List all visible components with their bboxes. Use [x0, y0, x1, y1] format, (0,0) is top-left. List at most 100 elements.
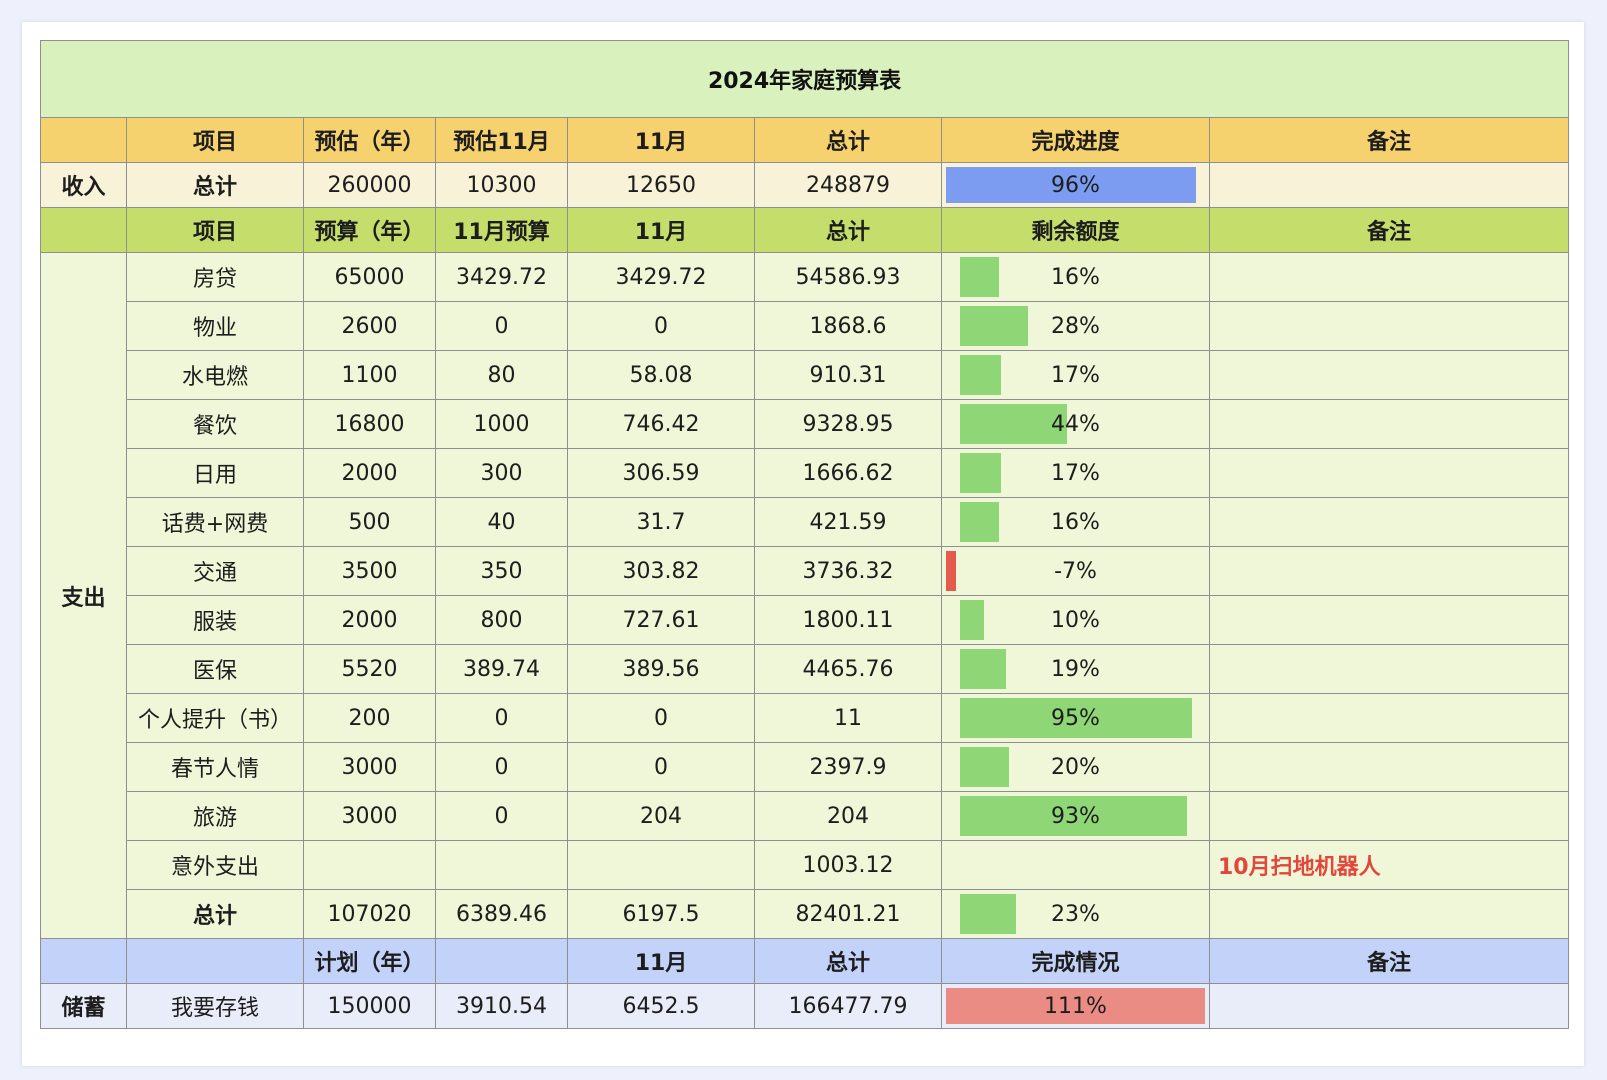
expense-budget[interactable]: 2000: [303, 595, 436, 645]
expense-monthly[interactable]: 0: [435, 791, 568, 841]
expense-november[interactable]: 746.42: [567, 399, 755, 449]
expense-monthly[interactable]: 3429.72: [435, 252, 568, 302]
expense-budget[interactable]: 2600: [303, 301, 436, 351]
expense-item[interactable]: 话费+网费: [126, 497, 304, 547]
savings-note[interactable]: [1208, 983, 1570, 1029]
expense-item[interactable]: 总计: [126, 889, 304, 939]
expense-note[interactable]: [1208, 644, 1570, 694]
expense-header-budget[interactable]: 预算（年）: [303, 207, 436, 253]
expense-monthly[interactable]: 800: [435, 595, 568, 645]
header-blank-cell[interactable]: [40, 117, 127, 163]
expense-note[interactable]: [1208, 693, 1570, 743]
expense-note[interactable]: [1208, 546, 1570, 596]
expense-header-november[interactable]: 11月: [567, 207, 755, 253]
expense-note[interactable]: [1208, 301, 1570, 351]
expense-header-remaining[interactable]: 剩余额度: [941, 207, 1210, 253]
expense-item[interactable]: 医保: [126, 644, 304, 694]
expense-monthly[interactable]: 350: [435, 546, 568, 596]
expense-budget[interactable]: 500: [303, 497, 436, 547]
savings-total[interactable]: 166477.79: [754, 983, 942, 1029]
expense-november[interactable]: 31.7: [567, 497, 755, 547]
savings-item[interactable]: 我要存钱: [126, 983, 304, 1029]
expense-remaining-cell[interactable]: 16%: [941, 497, 1210, 547]
expense-remaining-cell[interactable]: 17%: [941, 350, 1210, 400]
expense-remaining-cell[interactable]: 23%: [941, 889, 1210, 939]
expense-item[interactable]: 服装: [126, 595, 304, 645]
expense-budget[interactable]: 1100: [303, 350, 436, 400]
expense-total[interactable]: 421.59: [754, 497, 942, 547]
expense-monthly[interactable]: 300: [435, 448, 568, 498]
expense-total[interactable]: 1800.11: [754, 595, 942, 645]
expense-total[interactable]: 4465.76: [754, 644, 942, 694]
expense-total[interactable]: 11: [754, 693, 942, 743]
expense-november[interactable]: 3429.72: [567, 252, 755, 302]
expense-note[interactable]: [1208, 595, 1570, 645]
expense-budget[interactable]: 2000: [303, 448, 436, 498]
expense-note[interactable]: [1208, 889, 1570, 939]
savings-header-total[interactable]: 总计: [754, 938, 942, 984]
expense-note[interactable]: [1208, 252, 1570, 302]
expense-monthly[interactable]: 0: [435, 742, 568, 792]
expense-monthly[interactable]: 40: [435, 497, 568, 547]
expense-monthly[interactable]: [435, 840, 568, 890]
income-annual[interactable]: 260000: [303, 162, 436, 208]
expense-november[interactable]: 0: [567, 301, 755, 351]
savings-header-monthly[interactable]: [435, 938, 568, 984]
expense-note[interactable]: [1208, 399, 1570, 449]
expense-item[interactable]: 旅游: [126, 791, 304, 841]
expense-remaining-cell[interactable]: -7%: [941, 546, 1210, 596]
savings-header-item[interactable]: [126, 938, 304, 984]
expense-monthly[interactable]: 6389.46: [435, 889, 568, 939]
expense-monthly[interactable]: 0: [435, 301, 568, 351]
expense-item[interactable]: 个人提升（书）: [126, 693, 304, 743]
savings-plan[interactable]: 150000: [303, 983, 436, 1029]
expense-total[interactable]: 1003.12: [754, 840, 942, 890]
expense-total[interactable]: 3736.32: [754, 546, 942, 596]
expense-budget[interactable]: 16800: [303, 399, 436, 449]
savings-header-note[interactable]: 备注: [1208, 938, 1570, 984]
expense-november[interactable]: 389.56: [567, 644, 755, 694]
savings-header-plan[interactable]: 计划（年）: [303, 938, 436, 984]
expense-total[interactable]: 9328.95: [754, 399, 942, 449]
expense-note[interactable]: [1208, 791, 1570, 841]
expense-monthly[interactable]: 80: [435, 350, 568, 400]
expense-remaining-cell[interactable]: 16%: [941, 252, 1210, 302]
expense-november[interactable]: 727.61: [567, 595, 755, 645]
expense-monthly[interactable]: 389.74: [435, 644, 568, 694]
expense-budget[interactable]: 3000: [303, 791, 436, 841]
expense-section-label[interactable]: 支出: [40, 252, 127, 939]
income-item[interactable]: 总计: [126, 162, 304, 208]
expense-note[interactable]: [1208, 742, 1570, 792]
savings-header-status[interactable]: 完成情况: [941, 938, 1210, 984]
expense-note[interactable]: [1208, 350, 1570, 400]
expense-budget[interactable]: 65000: [303, 252, 436, 302]
savings-progress-cell[interactable]: 111%: [941, 983, 1210, 1029]
expense-remaining-cell[interactable]: 93%: [941, 791, 1210, 841]
expense-november[interactable]: 204: [567, 791, 755, 841]
expense-item[interactable]: 水电燃: [126, 350, 304, 400]
expense-november[interactable]: 306.59: [567, 448, 755, 498]
savings-monthly[interactable]: 3910.54: [435, 983, 568, 1029]
expense-budget[interactable]: 200: [303, 693, 436, 743]
expense-note[interactable]: [1208, 497, 1570, 547]
expense-remaining-cell[interactable]: 95%: [941, 693, 1210, 743]
income-note[interactable]: [1208, 162, 1570, 208]
income-header-annual[interactable]: 预估（年）: [303, 117, 436, 163]
expense-header-monthly[interactable]: 11月预算: [435, 207, 568, 253]
expense-header-item[interactable]: 项目: [126, 207, 304, 253]
expense-budget[interactable]: 5520: [303, 644, 436, 694]
savings-header-november[interactable]: 11月: [567, 938, 755, 984]
income-progress-cell[interactable]: 96%: [941, 162, 1210, 208]
expense-budget[interactable]: 3000: [303, 742, 436, 792]
savings-november[interactable]: 6452.5: [567, 983, 755, 1029]
expense-monthly[interactable]: 1000: [435, 399, 568, 449]
expense-remaining-cell[interactable]: 28%: [941, 301, 1210, 351]
expense-remaining-cell[interactable]: [941, 840, 1210, 890]
income-monthly-est[interactable]: 10300: [435, 162, 568, 208]
expense-total[interactable]: 204: [754, 791, 942, 841]
income-november[interactable]: 12650: [567, 162, 755, 208]
savings-section-label[interactable]: 储蓄: [40, 983, 127, 1029]
expense-header-total[interactable]: 总计: [754, 207, 942, 253]
expense-remaining-cell[interactable]: 17%: [941, 448, 1210, 498]
expense-item[interactable]: 意外支出: [126, 840, 304, 890]
